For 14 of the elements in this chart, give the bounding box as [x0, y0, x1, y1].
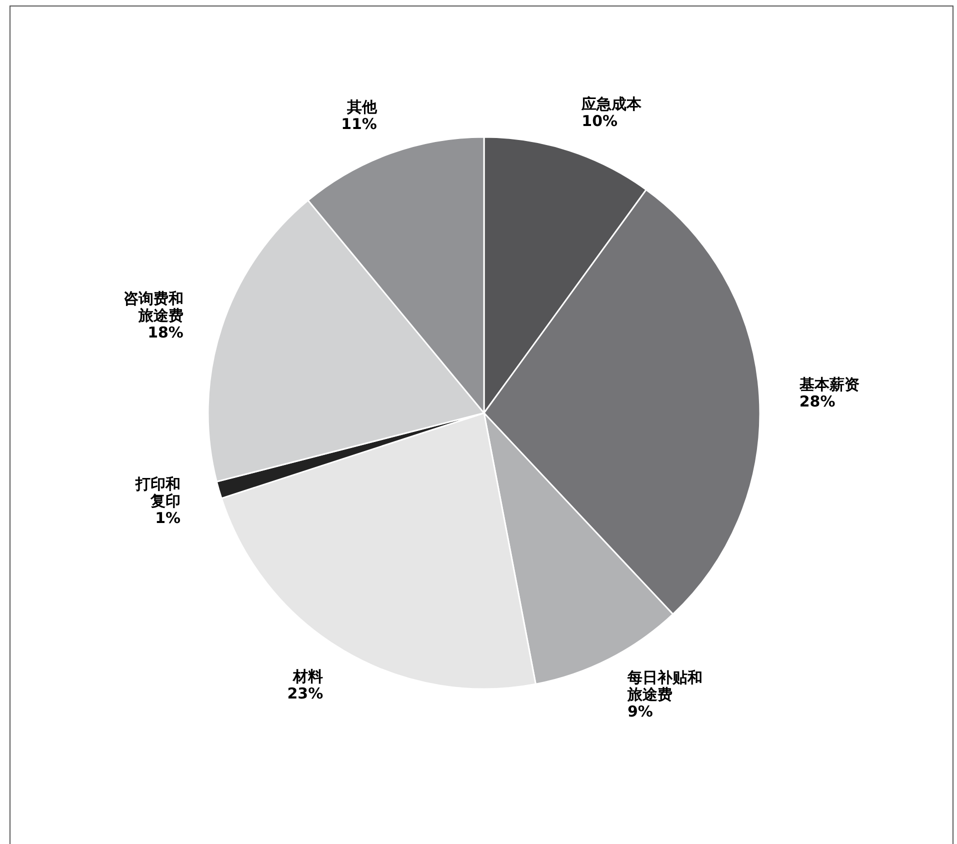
data-label: 10%	[582, 112, 618, 130]
data-label: 18%	[148, 323, 184, 342]
slice-label: 咨询费和旅途费	[123, 289, 184, 324]
data-label: 9%	[627, 702, 653, 721]
slice-label: 基本薪资	[798, 376, 860, 394]
data-label: 11%	[341, 115, 377, 134]
slice-label: 其他	[346, 98, 378, 116]
slice-label: 材料	[292, 667, 324, 686]
slice-label: 每日补贴和旅途费	[626, 668, 702, 704]
slice-label: 打印和复印	[134, 475, 181, 510]
data-label: 23%	[287, 684, 324, 702]
slice-label: 应急成本	[580, 94, 643, 113]
data-label: 1%	[155, 509, 181, 528]
data-label: 28%	[799, 392, 836, 411]
